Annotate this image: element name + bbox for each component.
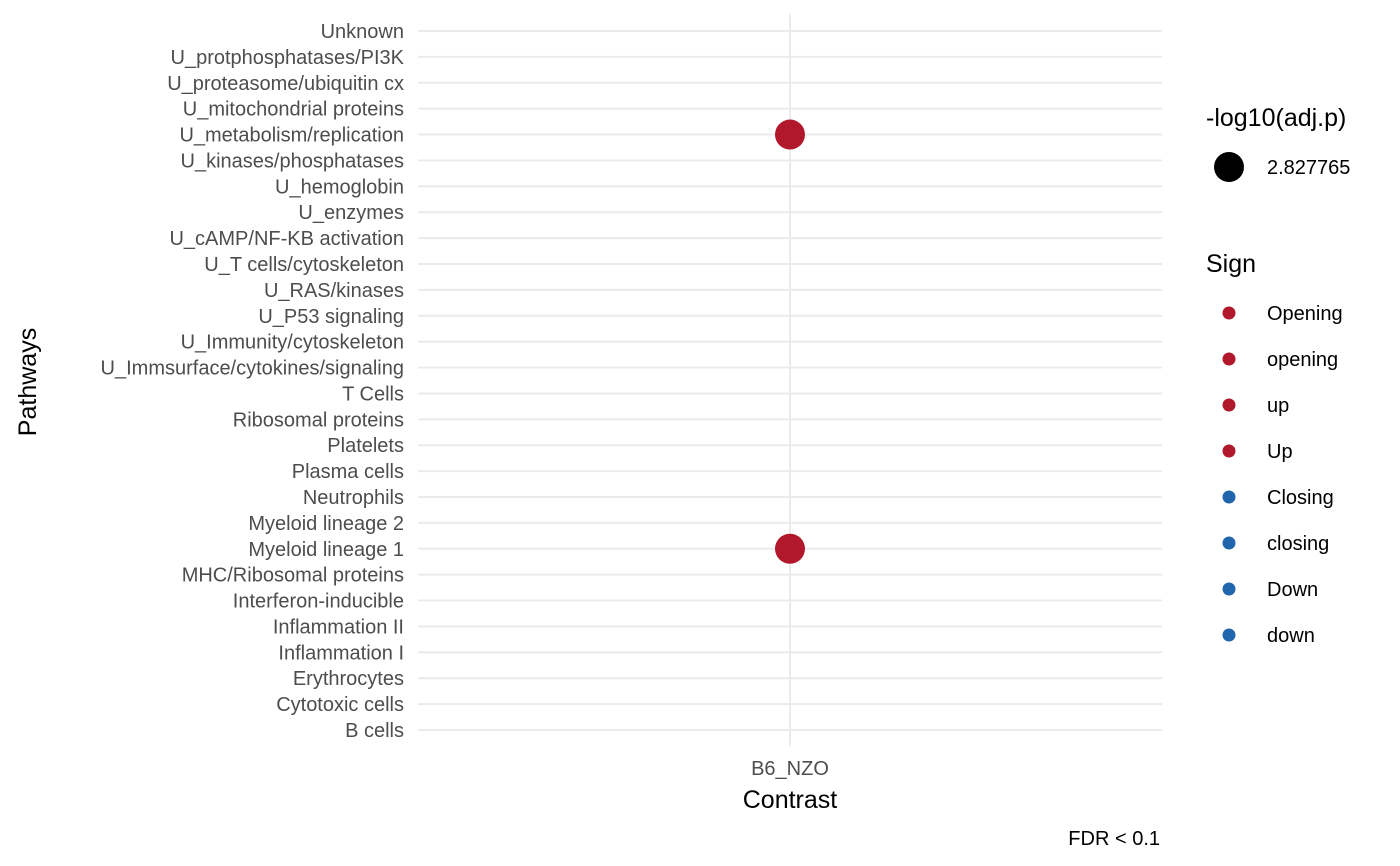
- grid-lines: [418, 14, 1162, 746]
- x-tick-label: B6_NZO: [751, 758, 829, 780]
- y-tick-label: U_hemoglobin: [275, 176, 404, 198]
- y-tick-label: U_enzymes: [298, 202, 404, 224]
- y-tick-label: U_Immunity/cytoskeleton: [181, 332, 404, 354]
- y-tick-label: Inflammation I: [278, 642, 404, 664]
- sign-legend-label: down: [1267, 625, 1315, 647]
- sign-legend-key: [1222, 352, 1236, 366]
- y-tick-label: Interferon-inducible: [233, 591, 404, 613]
- y-tick-label: Plasma cells: [292, 461, 404, 483]
- size-legend-title: -log10(adj.p): [1206, 104, 1346, 132]
- data-point: [775, 533, 805, 564]
- y-tick-label: Platelets: [327, 435, 404, 457]
- y-tick-label: T Cells: [342, 383, 404, 405]
- x-tick-labels: B6_NZO: [751, 758, 829, 780]
- y-tick-label: Cytotoxic cells: [276, 694, 404, 716]
- y-tick-label: Ribosomal proteins: [233, 409, 404, 431]
- y-tick-label: Neutrophils: [303, 487, 404, 509]
- sign-legend-label: Closing: [1267, 487, 1334, 509]
- data-points: [775, 119, 805, 564]
- y-tick-label: U_kinases/phosphatases: [181, 150, 404, 172]
- y-tick-label: U_mitochondrial proteins: [183, 99, 404, 121]
- y-tick-label: U_metabolism/replication: [179, 125, 404, 147]
- caption: FDR < 0.1: [1068, 828, 1160, 850]
- y-tick-label: U_protphosphatases/PI3K: [171, 47, 405, 69]
- y-tick-label: B cells: [345, 720, 404, 742]
- size-legend-label: 2.827765: [1267, 157, 1350, 179]
- sign-legend-key: [1222, 306, 1236, 320]
- sign-legend-label: up: [1267, 395, 1289, 417]
- y-tick-label: U_RAS/kinases: [264, 280, 404, 302]
- y-tick-label: Myeloid lineage 2: [248, 513, 404, 535]
- data-point: [775, 119, 805, 150]
- sign-legend-key: [1222, 582, 1236, 596]
- y-tick-label: Inflammation II: [273, 616, 404, 638]
- sign-legend-label: opening: [1267, 349, 1338, 371]
- sign-legend-key: [1222, 490, 1236, 504]
- y-tick-label: U_cAMP/NF-KB activation: [169, 228, 404, 250]
- x-axis-title: Contrast: [743, 786, 838, 814]
- sign-legend-key: [1222, 398, 1236, 412]
- sign-legend-key: [1222, 628, 1236, 642]
- sign-legend-label: closing: [1267, 533, 1329, 555]
- y-axis-title: Pathways: [14, 328, 42, 436]
- sign-legend-key: [1222, 536, 1236, 550]
- y-tick-label: Myeloid lineage 1: [248, 539, 404, 561]
- y-tick-labels: B cells Cytotoxic cells Erythrocytes Inflam…: [101, 21, 405, 742]
- sign-legend: Sign Opening opening up Up Closing closing Dow…: [1206, 250, 1343, 647]
- size-legend-key: [1214, 152, 1244, 182]
- y-tick-label: Erythrocytes: [293, 668, 404, 690]
- size-legend: -log10(adj.p) 2.827765: [1206, 104, 1350, 182]
- y-tick-label: U_T cells/cytoskeleton: [204, 254, 404, 276]
- sign-legend-label: Up: [1267, 441, 1293, 463]
- sign-legend-title: Sign: [1206, 250, 1256, 278]
- y-tick-label: Unknown: [321, 21, 404, 43]
- y-tick-label: MHC/Ribosomal proteins: [182, 565, 404, 587]
- sign-legend-label: Opening: [1267, 303, 1343, 325]
- y-tick-label: U_P53 signaling: [258, 306, 404, 328]
- y-tick-label: U_proteasome/ubiquitin cx: [167, 73, 404, 95]
- sign-legend-label: Down: [1267, 579, 1318, 601]
- y-tick-label: U_Immsurface/cytokines/signaling: [101, 358, 404, 380]
- sign-legend-key: [1222, 444, 1236, 458]
